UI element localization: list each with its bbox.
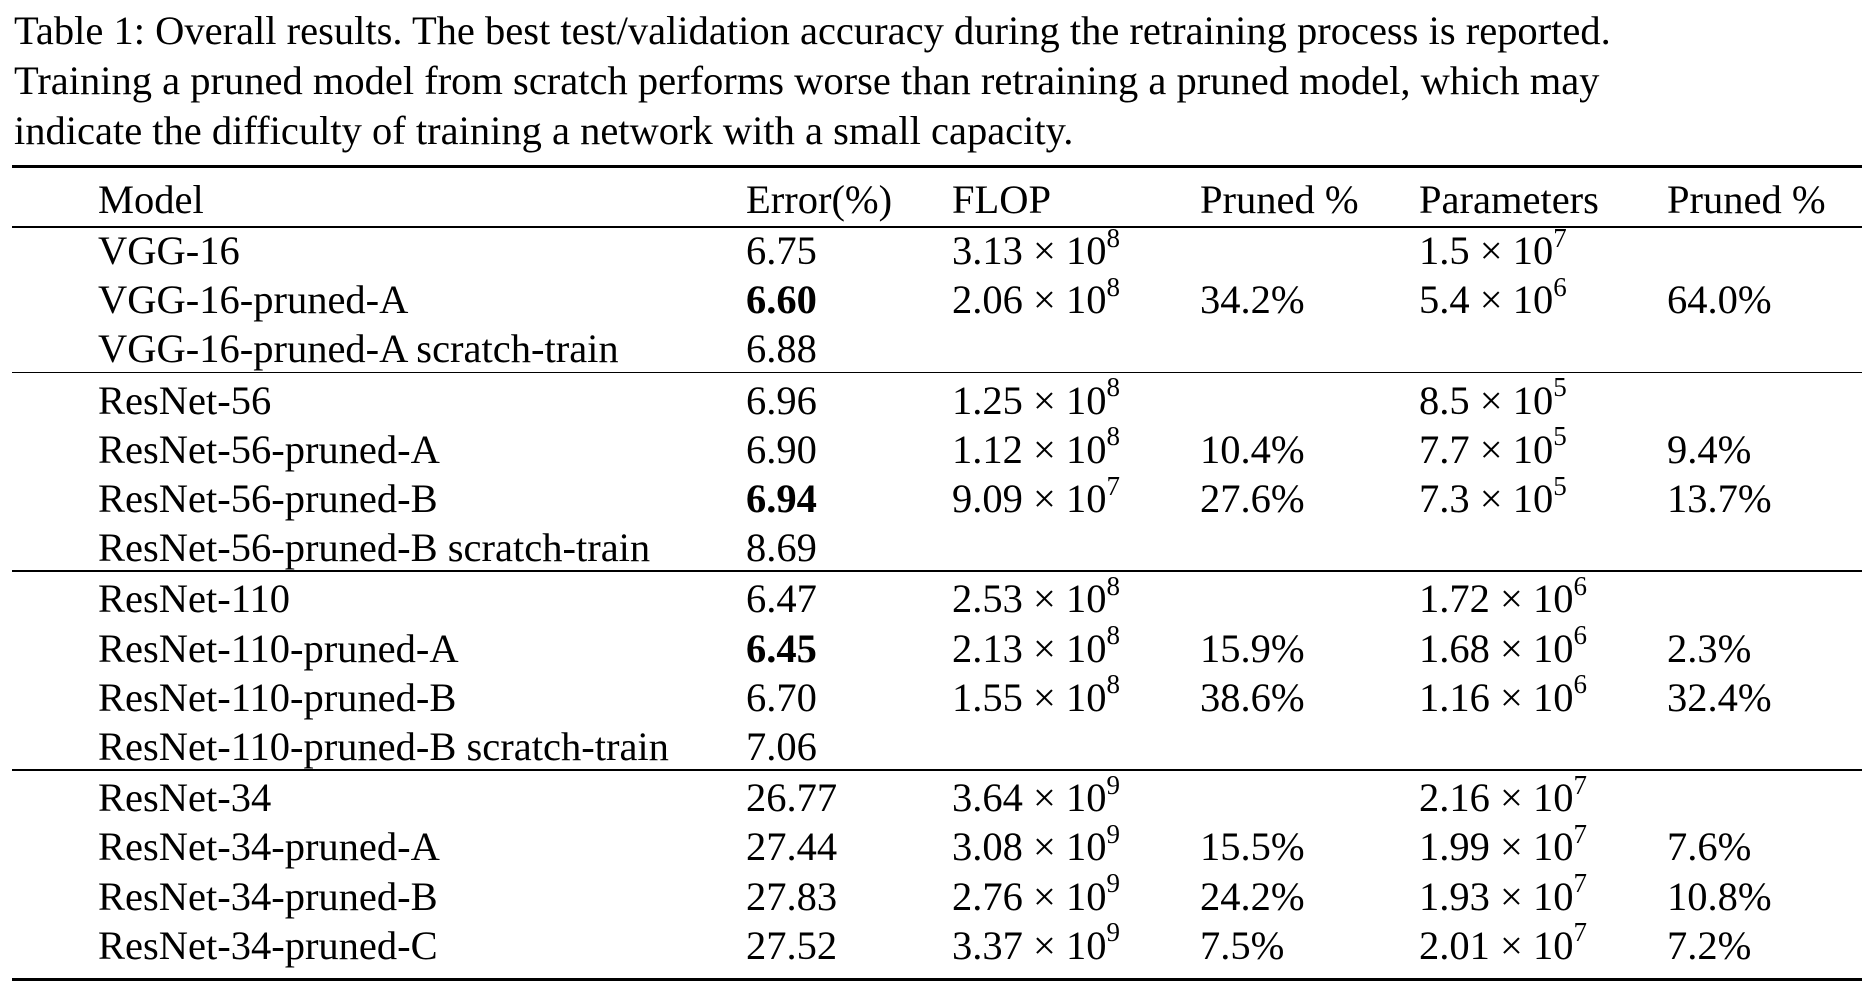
table-cell-flop: 2.13 × 108 xyxy=(952,620,1120,671)
table-caption: Table 1: Overall results. The best test/… xyxy=(14,6,1864,156)
header-error: Error(%) xyxy=(746,177,893,222)
table-cell-model: ResNet-34 xyxy=(98,775,272,821)
table-cell-error: 27.52 xyxy=(746,922,838,968)
table-cell-error: 6.94 xyxy=(746,476,817,521)
table-cell-parameters: 7.7 × 105 xyxy=(1419,421,1567,472)
table-cell-error: 6.60 xyxy=(746,277,817,323)
caption-line: indicate the difficulty of training a ne… xyxy=(14,108,1074,153)
table-rule xyxy=(12,978,1862,981)
table-cell-model: ResNet-34-pruned-A xyxy=(98,824,440,870)
table-cell-param-pruned: 7.2% xyxy=(1667,922,1752,968)
table-cell-parameters: 2.01 × 107 xyxy=(1419,917,1587,968)
table-cell-param-pruned: 2.3% xyxy=(1667,625,1752,671)
table-cell-flop-pruned: 34.2% xyxy=(1200,277,1305,323)
table-cell-flop: 3.13 × 108 xyxy=(952,222,1120,273)
table-cell-param-pruned: 13.7% xyxy=(1667,476,1772,521)
table-cell-model: ResNet-56-pruned-A xyxy=(98,426,440,472)
header-flop-pruned: Pruned % xyxy=(1200,177,1359,222)
table-rule xyxy=(12,226,1862,228)
table-cell-flop: 1.12 × 108 xyxy=(952,421,1120,472)
table-cell-error: 7.06 xyxy=(746,724,817,769)
table-cell-model: VGG-16 xyxy=(98,228,240,273)
table-cell-param-pruned: 64.0% xyxy=(1667,277,1772,323)
table-cell-param-pruned: 32.4% xyxy=(1667,674,1772,720)
table-rule xyxy=(12,769,1862,771)
table-cell-parameters: 1.99 × 107 xyxy=(1419,818,1587,870)
table-rule xyxy=(12,371,1862,374)
table-cell-flop-pruned: 7.5% xyxy=(1200,922,1285,968)
table-rule xyxy=(12,165,1862,168)
table-cell-parameters: 5.4 × 106 xyxy=(1419,271,1567,323)
table-cell-error: 6.45 xyxy=(746,625,817,671)
table-cell-model: ResNet-34-pruned-B xyxy=(98,873,438,919)
table-cell-flop-pruned: 38.6% xyxy=(1200,674,1305,720)
table-cell-flop-pruned: 27.6% xyxy=(1200,476,1305,521)
table-cell-flop-pruned: 15.9% xyxy=(1200,625,1305,671)
table-cell-parameters: 1.16 × 106 xyxy=(1419,669,1587,720)
table-cell-parameters: 1.93 × 107 xyxy=(1419,868,1587,919)
caption-line: Table 1: Overall results. The best test/… xyxy=(14,8,1611,53)
table-cell-model: VGG-16-pruned-A xyxy=(98,277,409,323)
table-cell-flop: 3.64 × 109 xyxy=(952,769,1120,821)
table-cell-param-pruned: 9.4% xyxy=(1667,426,1752,472)
table-cell-model: ResNet-56-pruned-B scratch-train xyxy=(98,525,651,571)
table-rule xyxy=(12,570,1862,572)
table-cell-parameters: 1.5 × 107 xyxy=(1419,222,1567,273)
table-cell-error: 6.70 xyxy=(746,674,817,720)
table-cell-flop: 3.37 × 109 xyxy=(952,917,1120,968)
table-cell-flop: 2.53 × 108 xyxy=(952,570,1120,622)
header-parameters: Parameters xyxy=(1419,177,1599,222)
caption-line: Training a pruned model from scratch per… xyxy=(14,58,1600,103)
table-cell-flop: 9.09 × 107 xyxy=(952,470,1120,521)
table-cell-parameters: 7.3 × 105 xyxy=(1419,470,1567,521)
table-cell-param-pruned: 7.6% xyxy=(1667,824,1752,870)
table-cell-error: 6.90 xyxy=(746,426,817,472)
table-cell-model: ResNet-56 xyxy=(98,377,272,423)
header-model: Model xyxy=(98,177,204,222)
table-cell-model: ResNet-110 xyxy=(98,576,290,622)
table-cell-error: 8.69 xyxy=(746,525,817,571)
table-cell-flop: 3.08 × 109 xyxy=(952,818,1120,870)
table-cell-flop: 1.55 × 108 xyxy=(952,669,1120,720)
table-cell-error: 27.44 xyxy=(746,824,838,870)
header-flop: FLOP xyxy=(952,177,1052,222)
table-cell-flop-pruned: 15.5% xyxy=(1200,824,1305,870)
table-cell-error: 26.77 xyxy=(746,775,838,821)
table-cell-flop: 2.76 × 109 xyxy=(952,868,1120,919)
table-cell-parameters: 1.68 × 106 xyxy=(1419,620,1587,671)
header-param-pruned: Pruned % xyxy=(1667,177,1826,222)
table-cell-flop-pruned: 10.4% xyxy=(1200,426,1305,472)
table-cell-model: ResNet-34-pruned-C xyxy=(98,922,438,968)
table-cell-model: VGG-16-pruned-A scratch-train xyxy=(98,326,619,372)
table-cell-error: 6.47 xyxy=(746,576,817,622)
table-cell-flop: 1.25 × 108 xyxy=(952,372,1120,423)
table-cell-model: ResNet-56-pruned-B xyxy=(98,476,438,521)
table-cell-param-pruned: 10.8% xyxy=(1667,873,1772,919)
table-cell-model: ResNet-110-pruned-A xyxy=(98,625,459,671)
table-cell-parameters: 1.72 × 106 xyxy=(1419,570,1587,622)
table-cell-flop: 2.06 × 108 xyxy=(952,271,1120,323)
table-cell-error: 6.96 xyxy=(746,377,817,423)
table-cell-parameters: 8.5 × 105 xyxy=(1419,372,1567,423)
table-cell-flop-pruned: 24.2% xyxy=(1200,873,1305,919)
table-cell-parameters: 2.16 × 107 xyxy=(1419,769,1587,821)
table-cell-error: 27.83 xyxy=(746,873,838,919)
table-cell-model: ResNet-110-pruned-B xyxy=(98,674,457,720)
table-cell-model: ResNet-110-pruned-B scratch-train xyxy=(98,724,669,769)
table-cell-error: 6.75 xyxy=(746,228,817,273)
table-cell-error: 6.88 xyxy=(746,326,817,372)
